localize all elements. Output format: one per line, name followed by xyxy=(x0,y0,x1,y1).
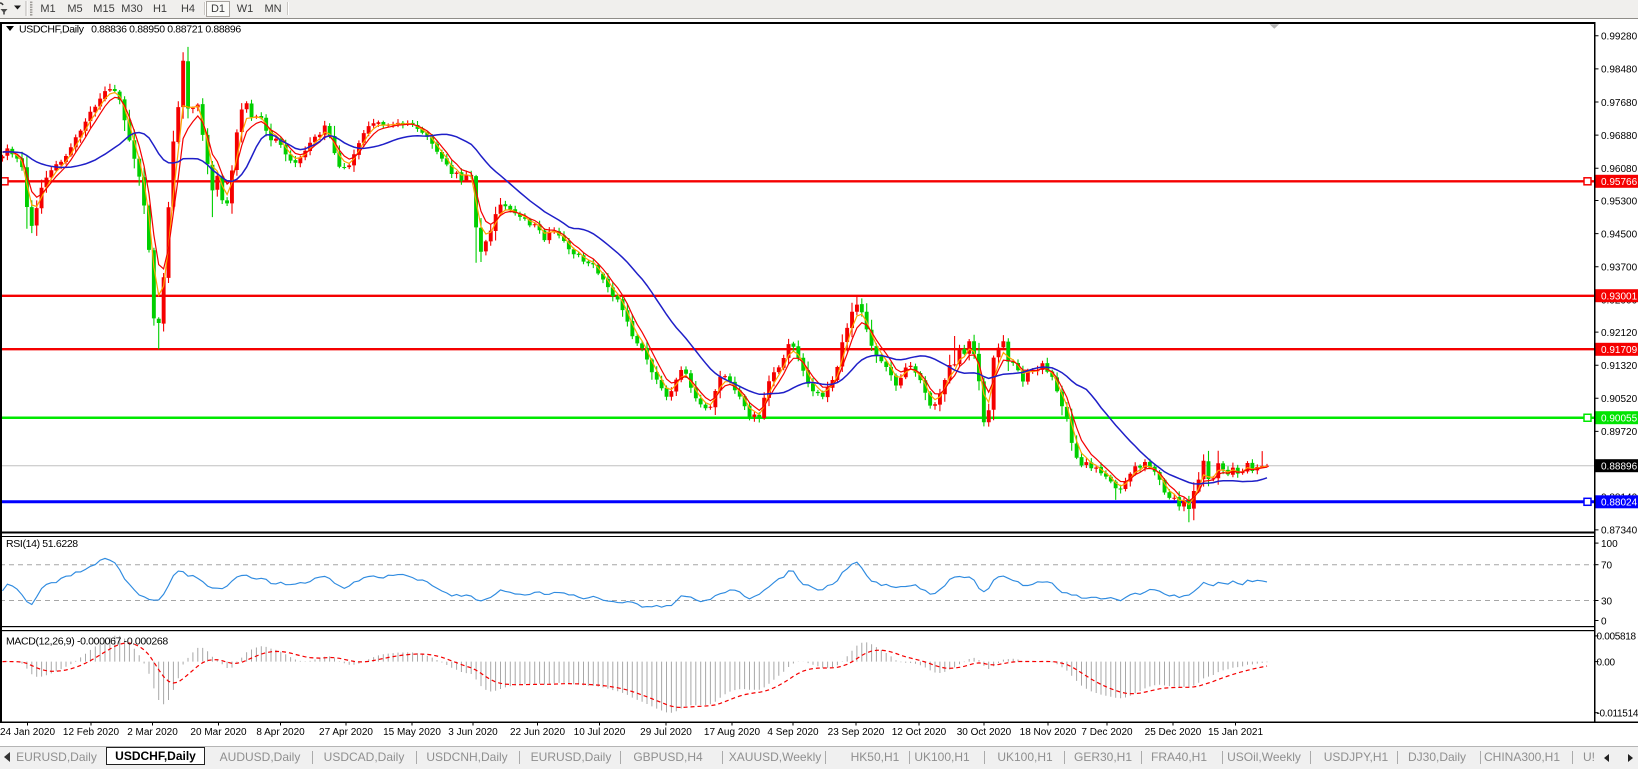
svg-text:-0.011514: -0.011514 xyxy=(1597,709,1638,720)
svg-text:0.89720: 0.89720 xyxy=(1601,427,1638,438)
svg-text:30: 30 xyxy=(1601,596,1613,607)
svg-text:0.005818: 0.005818 xyxy=(1597,632,1637,643)
svg-text:0.96080: 0.96080 xyxy=(1601,164,1638,175)
svg-text:0.00: 0.00 xyxy=(1597,657,1616,668)
svg-text:MACD(12,26,9) -0.000067 -0.000: MACD(12,26,9) -0.000067 -0.000268 xyxy=(6,636,168,648)
svg-text:0.90055: 0.90055 xyxy=(1601,414,1638,425)
svg-text:0.91320: 0.91320 xyxy=(1601,361,1638,372)
svg-text:22 Jun 2020: 22 Jun 2020 xyxy=(510,727,565,738)
svg-text:17 Aug 2020: 17 Aug 2020 xyxy=(704,727,761,738)
svg-text:0.99280: 0.99280 xyxy=(1601,32,1638,43)
svg-text:20 Mar 2020: 20 Mar 2020 xyxy=(190,727,247,738)
svg-text:0.97680: 0.97680 xyxy=(1601,98,1638,109)
svg-text:0.94500: 0.94500 xyxy=(1601,229,1638,240)
svg-text:3 Jun 2020: 3 Jun 2020 xyxy=(448,727,498,738)
svg-text:12 Feb 2020: 12 Feb 2020 xyxy=(63,727,120,738)
svg-text:100: 100 xyxy=(1601,539,1618,550)
svg-text:12 Oct 2020: 12 Oct 2020 xyxy=(892,727,947,738)
svg-text:0.88024: 0.88024 xyxy=(1601,498,1638,509)
svg-text:0.92120: 0.92120 xyxy=(1601,328,1638,339)
svg-text:10 Jul 2020: 10 Jul 2020 xyxy=(574,727,626,738)
svg-text:0: 0 xyxy=(1601,616,1607,627)
svg-text:15 Jan 2021: 15 Jan 2021 xyxy=(1208,727,1263,738)
svg-text:8 Apr 2020: 8 Apr 2020 xyxy=(256,727,305,738)
svg-text:0.98480: 0.98480 xyxy=(1601,65,1638,76)
svg-text:0.90520: 0.90520 xyxy=(1601,394,1638,405)
svg-text:4 Sep 2020: 4 Sep 2020 xyxy=(767,727,819,738)
svg-text:27 Apr 2020: 27 Apr 2020 xyxy=(319,727,373,738)
svg-text:0.88896: 0.88896 xyxy=(1601,462,1638,473)
svg-text:7 Dec 2020: 7 Dec 2020 xyxy=(1081,727,1133,738)
svg-text:29 Jul 2020: 29 Jul 2020 xyxy=(640,727,692,738)
svg-text:USDCHF,Daily 0.88836 0.88950: USDCHF,Daily 0.88836 0.88950 0.88721 0.8… xyxy=(19,24,241,36)
svg-text:18 Nov 2020: 18 Nov 2020 xyxy=(1020,727,1077,738)
svg-text:0.93700: 0.93700 xyxy=(1601,263,1638,274)
svg-text:24 Jan 2020: 24 Jan 2020 xyxy=(0,727,55,738)
svg-text:2 Mar 2020: 2 Mar 2020 xyxy=(127,727,178,738)
svg-text:0.95300: 0.95300 xyxy=(1601,196,1638,207)
svg-text:0.95766: 0.95766 xyxy=(1601,177,1638,188)
svg-text:0.91709: 0.91709 xyxy=(1601,345,1638,356)
svg-text:23 Sep 2020: 23 Sep 2020 xyxy=(828,727,885,738)
svg-text:70: 70 xyxy=(1601,561,1613,572)
svg-text:25 Dec 2020: 25 Dec 2020 xyxy=(1145,727,1202,738)
svg-text:30 Oct 2020: 30 Oct 2020 xyxy=(957,727,1012,738)
svg-text:0.93001: 0.93001 xyxy=(1601,292,1638,303)
svg-text:0.87340: 0.87340 xyxy=(1601,526,1638,537)
svg-text:15 May 2020: 15 May 2020 xyxy=(383,727,441,738)
svg-text:RSI(14) 51.6228: RSI(14) 51.6228 xyxy=(6,538,78,550)
svg-text:0.96880: 0.96880 xyxy=(1601,131,1638,142)
